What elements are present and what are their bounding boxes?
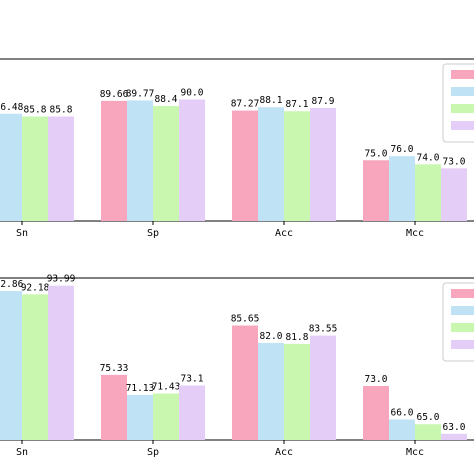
bar-acc-series-3 <box>284 111 310 221</box>
chart-panel-bottom: 94.9775.3385.6573.092.8671.1382.066.092.… <box>0 274 474 458</box>
bar-sn-series-2 <box>0 113 22 221</box>
bar-sn-series-4 <box>48 285 74 440</box>
x-tick-label-sp: Sp <box>147 447 159 458</box>
bar-mcc-series-2 <box>389 419 415 440</box>
legend-swatch-series-2 <box>451 306 474 315</box>
bar-sn-series-3 <box>22 116 48 221</box>
data-label: 73.0 <box>443 156 466 167</box>
data-label: 75.0 <box>365 148 388 159</box>
data-label: 81.8 <box>286 332 309 343</box>
data-label: 71.43 <box>152 382 181 393</box>
bar-mcc-series-4 <box>441 168 467 221</box>
data-label: 73.0 <box>365 374 388 385</box>
bar-mcc-series-3 <box>415 424 441 440</box>
bar-sn-series-3 <box>22 294 48 440</box>
bar-sp-series-4 <box>179 385 205 440</box>
bar-acc-series-4 <box>310 335 336 440</box>
data-label: 82.0 <box>260 331 283 342</box>
data-label: 75.33 <box>100 363 129 374</box>
bar-mcc-series-1 <box>363 160 389 221</box>
legend-swatch-series-2 <box>451 87 474 96</box>
bar-sn-series-2 <box>0 291 22 440</box>
data-label: 92.18 <box>21 282 50 293</box>
bar-acc-series-2 <box>258 107 284 221</box>
data-label: 87.1 <box>286 99 309 110</box>
x-tick-label-mcc: Mcc <box>406 447 424 458</box>
legend-swatch-series-4 <box>451 340 474 349</box>
bar-acc-series-2 <box>258 342 284 440</box>
data-label: 74.0 <box>417 152 440 163</box>
data-label: 86.48 <box>0 102 24 113</box>
data-label: 85.65 <box>231 314 260 325</box>
legend-swatch-series-1 <box>451 289 474 298</box>
bar-acc-series-3 <box>284 343 310 440</box>
bar-mcc-series-1 <box>363 386 389 440</box>
bar-sp-series-3 <box>153 393 179 440</box>
data-label: 87.27 <box>231 99 260 110</box>
bar-mcc-series-2 <box>389 156 415 221</box>
x-tick-label-sn: Sn <box>16 447 28 458</box>
data-label: 85.8 <box>24 105 47 116</box>
legend <box>442 282 474 362</box>
bar-sp-series-1 <box>101 100 127 221</box>
data-label: 85.8 <box>50 105 73 116</box>
bar-sn-series-4 <box>48 116 74 221</box>
data-label: 65.0 <box>417 412 440 423</box>
chart-panel-top: 85.8989.6687.2775.086.4889.7788.176.085.… <box>0 58 474 239</box>
data-label: 73.1 <box>181 374 204 385</box>
bar-sp-series-4 <box>179 99 205 221</box>
data-label: 66.0 <box>391 407 414 418</box>
legend-swatch-series-4 <box>451 121 474 130</box>
legend-swatch-series-3 <box>451 104 474 113</box>
bar-sp-series-2 <box>127 100 153 221</box>
x-tick-label-sp: Sp <box>147 228 159 239</box>
bar-mcc-series-3 <box>415 164 441 221</box>
x-tick-label-mcc: Mcc <box>406 228 424 239</box>
data-label: 71.13 <box>126 383 155 394</box>
data-label: 89.77 <box>126 88 155 99</box>
data-label: 76.0 <box>391 144 414 155</box>
bar-acc-series-1 <box>232 325 258 440</box>
data-label: 92.86 <box>0 279 24 290</box>
legend-swatch-series-3 <box>451 323 474 332</box>
bar-sp-series-1 <box>101 374 127 440</box>
data-label: 88.1 <box>260 95 283 106</box>
data-label: 93.99 <box>47 274 76 285</box>
data-label: 83.55 <box>309 324 338 335</box>
x-tick-label-acc: Acc <box>275 228 293 239</box>
legend-swatch-series-1 <box>451 70 474 79</box>
data-label: 89.66 <box>100 89 129 100</box>
bar-sp-series-3 <box>153 105 179 221</box>
bar-mcc-series-4 <box>441 433 467 440</box>
data-label: 90.0 <box>181 88 204 99</box>
bar-sp-series-2 <box>127 394 153 440</box>
data-label: 87.9 <box>312 96 335 107</box>
x-tick-label-sn: Sn <box>16 228 28 239</box>
legend <box>442 63 474 143</box>
data-label: 88.4 <box>155 94 178 105</box>
bar-acc-series-1 <box>232 110 258 221</box>
bar-acc-series-4 <box>310 108 336 221</box>
x-tick-label-acc: Acc <box>275 447 293 458</box>
data-label: 63.0 <box>443 422 466 433</box>
